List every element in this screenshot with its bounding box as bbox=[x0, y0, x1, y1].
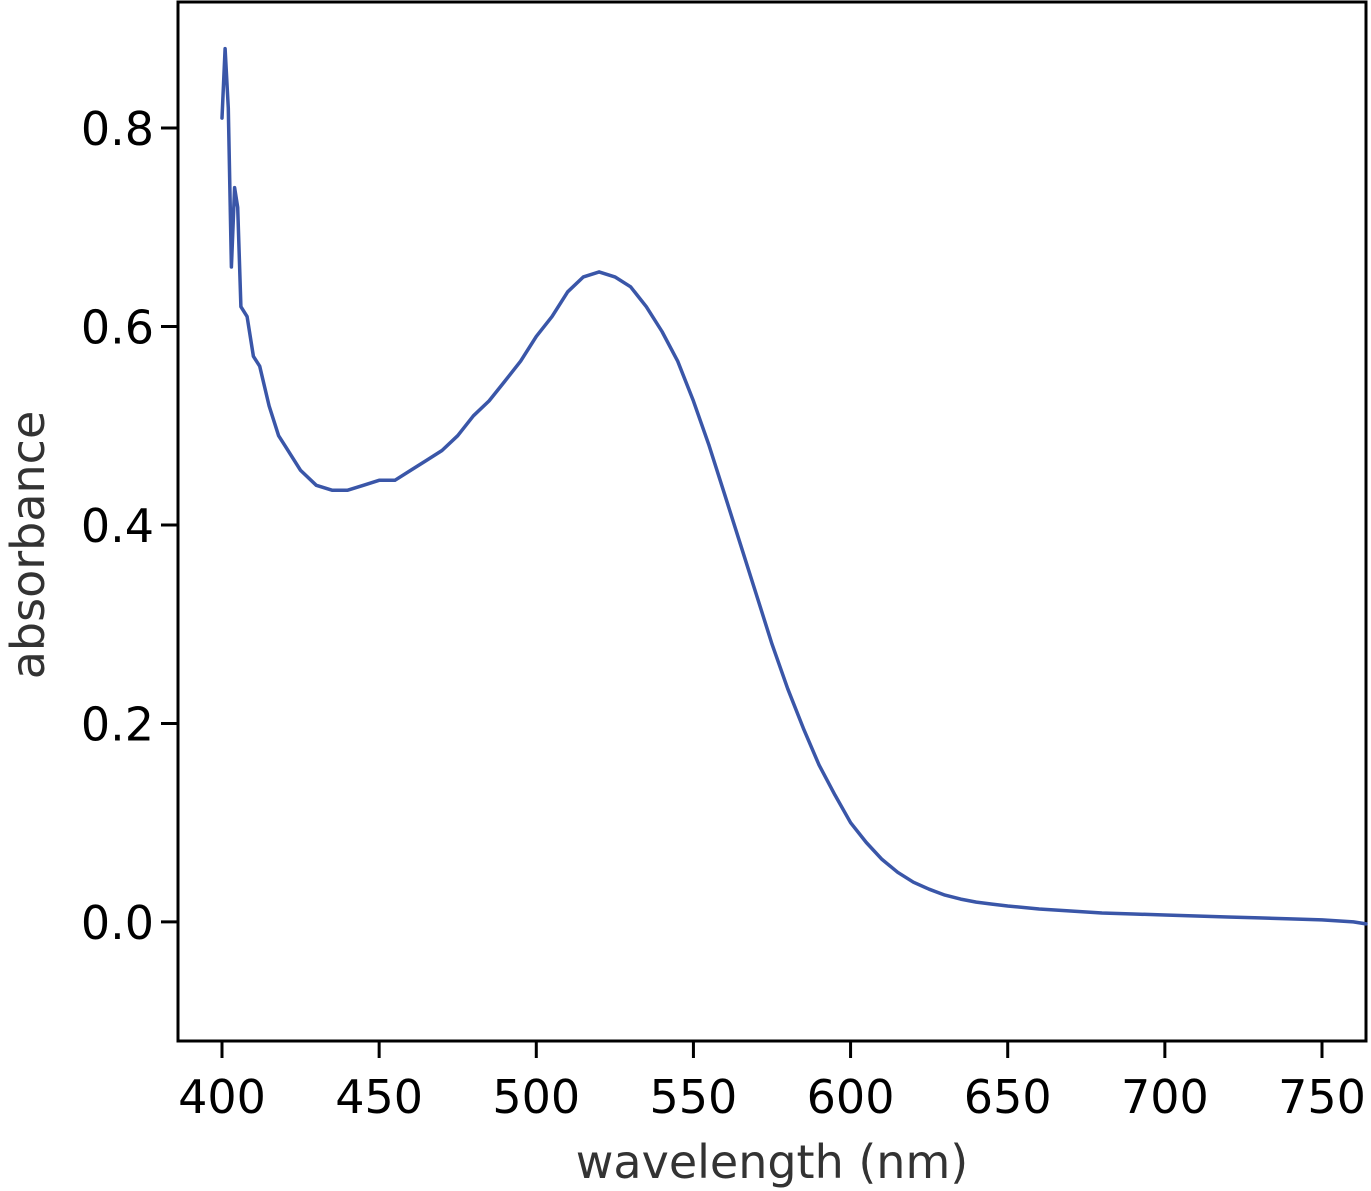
x-tick-label: 400 bbox=[178, 1070, 266, 1124]
x-tick-label: 550 bbox=[650, 1070, 738, 1124]
y-axis: 0.0 0.2 0.4 0.6 0.8 bbox=[81, 102, 178, 950]
x-tick-label: 450 bbox=[335, 1070, 423, 1124]
y-tick-label: 0.2 bbox=[81, 697, 154, 751]
plot-area bbox=[176, 0, 1368, 1043]
y-axis-title: absorbance bbox=[1, 411, 55, 680]
y-tick-label: 0.6 bbox=[81, 301, 154, 355]
x-tick-label: 500 bbox=[492, 1070, 580, 1124]
y-tick-label: 0.8 bbox=[81, 102, 154, 156]
x-tick-label: 750 bbox=[1278, 1070, 1366, 1124]
x-axis: 400 450 500 550 600 650 700 750 bbox=[178, 1041, 1366, 1124]
series-layer bbox=[220, 46, 1368, 926]
x-tick-label: 600 bbox=[807, 1070, 895, 1124]
x-tick-label: 700 bbox=[1121, 1070, 1209, 1124]
y-tick-label: 0.4 bbox=[81, 499, 154, 553]
x-tick-label: 650 bbox=[964, 1070, 1052, 1124]
x-axis-title: wavelength (nm) bbox=[576, 1135, 968, 1189]
absorbance-series-line bbox=[220, 46, 1368, 926]
y-tick-label: 0.0 bbox=[81, 896, 154, 950]
